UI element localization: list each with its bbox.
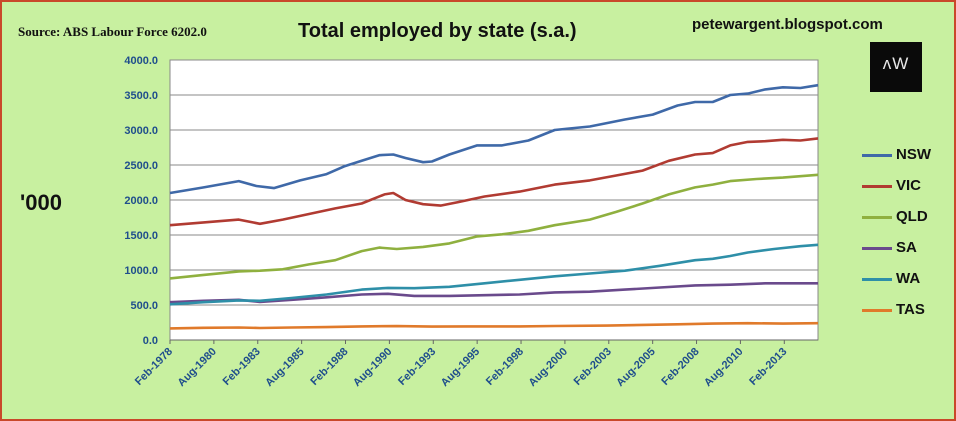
blog-url: petewargent.blogspot.com <box>692 16 883 33</box>
source-note: Source: ABS Labour Force 6202.0 <box>18 24 207 39</box>
legend-label: TAS <box>896 301 925 318</box>
x-tick-label: Aug-1995 <box>439 346 483 390</box>
x-tick-label: Feb-1978 <box>133 346 175 388</box>
x-tick-label: Aug-2000 <box>527 346 571 390</box>
y-tick-label: 3500.0 <box>124 90 158 102</box>
legend-swatch <box>862 216 892 219</box>
legend-item-vic: VIC <box>862 176 952 196</box>
legend-label: SA <box>896 239 917 256</box>
legend-label: VIC <box>896 177 922 194</box>
legend-swatch <box>862 185 892 188</box>
x-tick-label: Feb-2003 <box>572 346 614 388</box>
x-tick-label: Aug-1985 <box>263 346 307 390</box>
series-line-vic <box>169 137 819 227</box>
y-tick-label: 3000.0 <box>124 125 158 137</box>
legend-swatch <box>862 247 892 250</box>
legend-label: QLD <box>896 208 928 225</box>
series-line-qld <box>169 173 819 280</box>
x-tick-label: Aug-1980 <box>175 346 219 390</box>
legend-item-sa: SA <box>862 238 952 258</box>
legend-item-wa: WA <box>862 269 952 289</box>
legend-swatch <box>862 309 892 312</box>
x-tick-label: Feb-1993 <box>396 346 438 388</box>
series-line-nsw <box>169 83 819 195</box>
y-tick-label: 500.0 <box>130 300 158 312</box>
x-tick-label: Aug-2005 <box>614 346 658 390</box>
x-tick-label: Feb-1983 <box>221 346 263 388</box>
y-tick-label: 1500.0 <box>124 230 158 242</box>
y-axis-label: '000 <box>20 190 62 215</box>
legend-item-nsw: NSW <box>862 145 952 165</box>
legend-label: WA <box>896 270 921 287</box>
y-tick-label: 2000.0 <box>124 195 158 207</box>
x-tick-label: Aug-1990 <box>351 346 395 390</box>
x-tick-label: Aug-2010 <box>702 346 746 390</box>
y-tick-label: 4000.0 <box>124 55 158 67</box>
chart-title: Total employed by state (s.a.) <box>298 20 577 42</box>
y-tick-label: 1000.0 <box>124 265 158 277</box>
x-tick-label: Feb-1998 <box>484 346 526 388</box>
plot-area: 0.0 500.0 1000.0 1500.0 2000.0 2500.0 3000.0 35… <box>124 55 819 390</box>
x-tick-label: Feb-2008 <box>659 346 701 388</box>
x-tick-label: Feb-1988 <box>308 346 350 388</box>
logo: ʌW <box>870 42 922 92</box>
logo-text: ʌW <box>882 54 910 73</box>
legend-swatch <box>862 278 892 281</box>
series-line-wa <box>169 243 819 306</box>
legend-label: NSW <box>896 146 931 163</box>
x-tick-label: Feb-2013 <box>747 346 789 388</box>
legend-item-qld: QLD <box>862 207 952 227</box>
legend-item-tas: TAS <box>862 300 952 320</box>
y-tick-label: 2500.0 <box>124 160 158 172</box>
series-line-tas <box>169 321 819 330</box>
legend-swatch <box>862 154 892 157</box>
y-tick-label: 0.0 <box>143 335 158 347</box>
